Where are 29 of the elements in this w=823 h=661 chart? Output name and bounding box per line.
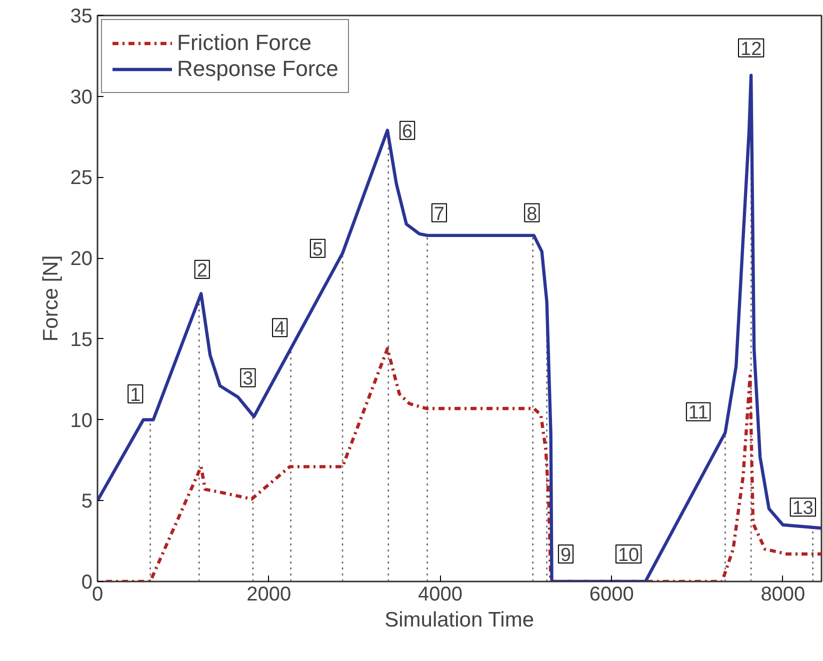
y-tick-label: 35 (70, 6, 93, 28)
annotation: 12 (740, 38, 762, 60)
annotation: 13 (792, 498, 814, 520)
y-tick-label: 5 (81, 490, 92, 513)
x-tick-label: 2000 (246, 584, 292, 606)
annotation: 3 (242, 368, 254, 390)
annotation: 6 (402, 121, 413, 142)
annotation: 2 (196, 260, 208, 282)
annotation: 9 (560, 545, 572, 566)
y-tick-label: 15 (70, 328, 93, 351)
x-axis-title: Simulation Time (384, 608, 534, 632)
annotation: 10 (618, 545, 640, 566)
y-tick-label: 10 (70, 410, 93, 432)
x-tick-label: 8000 (760, 584, 806, 606)
x-tick-label: 4000 (418, 584, 462, 606)
y-tick-label: 30 (70, 86, 93, 108)
y-axis-title: Force [N] (39, 255, 62, 342)
y-tick-label: 20 (70, 248, 93, 270)
annotation: 7 (434, 204, 444, 225)
annotation: 11 (688, 402, 708, 424)
y-tick-label: 25 (70, 167, 93, 190)
annotation: 4 (274, 318, 286, 340)
x-tick-label: 6000 (589, 584, 634, 606)
annotation: 8 (526, 204, 538, 225)
annotation: 1 (130, 384, 141, 406)
annotation: 5 (312, 239, 323, 260)
line-series (104, 347, 822, 582)
legend-label: Friction Force (177, 30, 312, 56)
legend-label: Response Force (177, 56, 338, 82)
